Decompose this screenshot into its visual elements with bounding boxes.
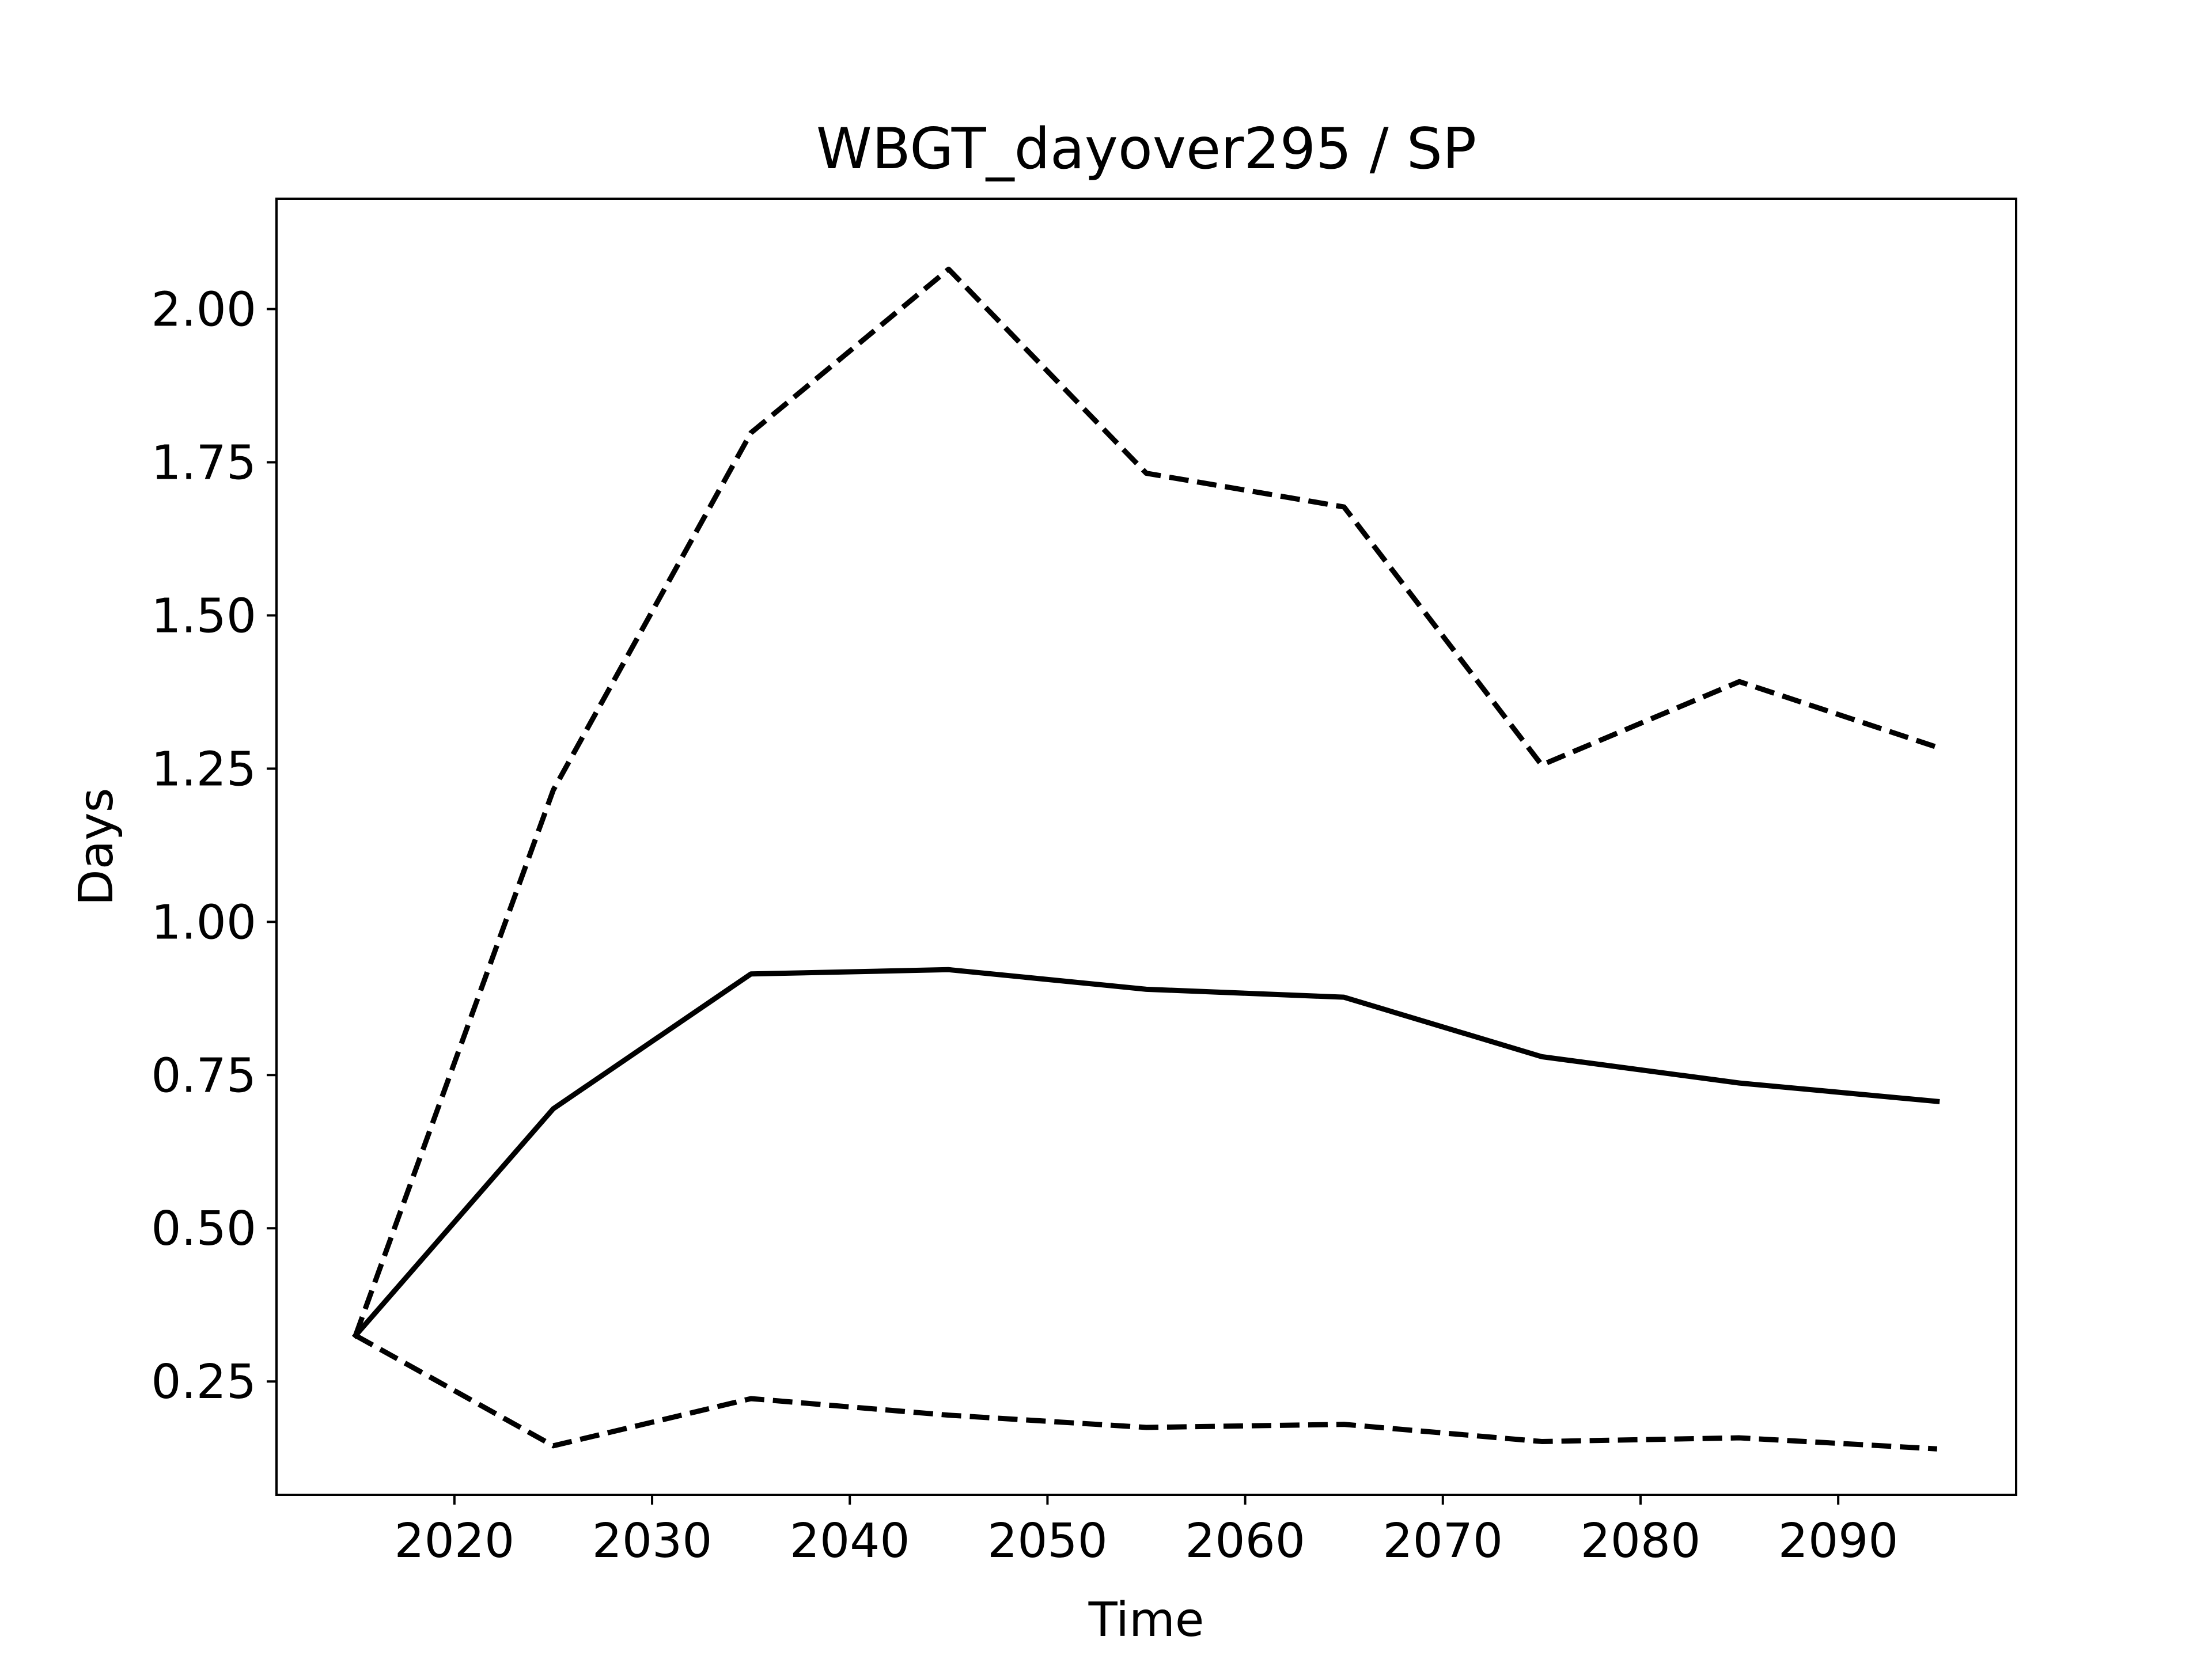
x-tick-label: 2080 — [1581, 1514, 1701, 1569]
plot-frame — [275, 198, 2017, 1496]
x-tick-label: 2030 — [592, 1514, 713, 1569]
y-tick-label: 1.75 — [151, 435, 256, 490]
x-tick-label: 2090 — [1778, 1514, 1899, 1569]
x-tick-label: 2050 — [987, 1514, 1108, 1569]
plot-area — [351, 266, 1940, 1452]
chart-title: WBGT_dayover295 / SP — [816, 116, 1476, 182]
series-line-1-solid — [351, 967, 1940, 1339]
series-line-3-dashed — [354, 1333, 1937, 1452]
x-axis-ticks: 2020 2030 2040 2050 2060 2070 2080 2090 — [395, 1495, 1899, 1569]
x-tick-label: 2040 — [790, 1514, 910, 1569]
y-tick-label: 1.25 — [151, 742, 256, 797]
x-axis-label: Time — [1088, 1593, 1205, 1647]
y-tick-label: 1.50 — [151, 589, 256, 643]
x-tick-label: 2020 — [395, 1514, 515, 1569]
y-tick-label: 0.75 — [151, 1048, 256, 1103]
y-tick-label: 0.25 — [151, 1355, 256, 1410]
x-tick-label: 2060 — [1185, 1514, 1305, 1569]
x-tick-label: 2070 — [1382, 1514, 1503, 1569]
y-tick-label: 0.50 — [151, 1202, 256, 1256]
y-tick-label: 2.00 — [151, 282, 256, 337]
y-tick-label: 1.00 — [151, 895, 256, 950]
series-line-2-dashed — [353, 266, 1938, 1336]
y-axis-label: Days — [69, 788, 124, 906]
y-axis-ticks: 0.25 0.50 0.75 1.00 1.25 1.50 1.75 2.00 — [151, 282, 276, 1410]
